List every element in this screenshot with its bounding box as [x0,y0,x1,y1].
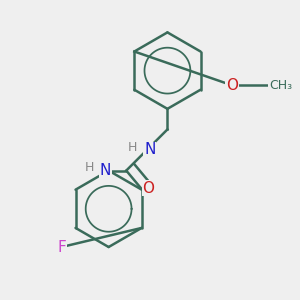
Text: H: H [85,161,94,174]
Text: H: H [128,141,137,154]
Text: O: O [142,181,154,196]
Text: F: F [57,239,66,254]
Text: CH₃: CH₃ [269,79,292,92]
Text: N: N [100,163,111,178]
Text: O: O [226,78,238,93]
Text: N: N [144,142,155,158]
